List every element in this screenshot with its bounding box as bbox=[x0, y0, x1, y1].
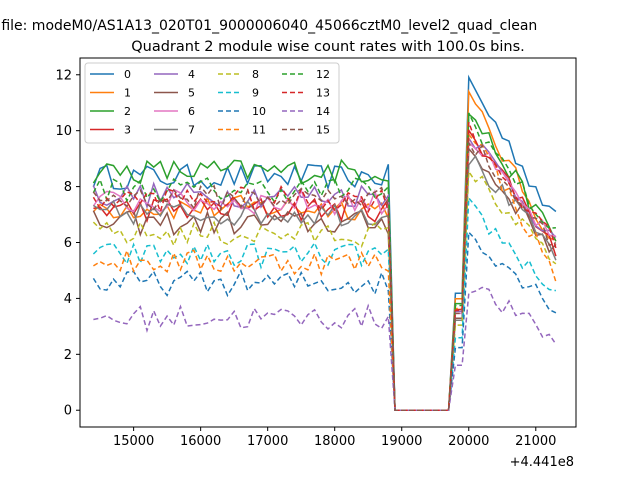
legend-label-14: 14 bbox=[316, 105, 330, 118]
x-tick-label: 18000 bbox=[314, 434, 355, 449]
series-line-13 bbox=[92, 121, 557, 411]
series-line-4 bbox=[92, 135, 557, 411]
y-axis-ticks: 0 2 4 6 8 10 12 bbox=[55, 68, 80, 419]
y-tick-label: 10 bbox=[55, 124, 72, 139]
y-tick-label: 12 bbox=[55, 68, 72, 83]
series-line-12 bbox=[92, 112, 556, 411]
y-tick-label: 8 bbox=[64, 180, 72, 195]
axes-title: Quadrant 2 module wise count rates with … bbox=[131, 39, 525, 55]
legend-label-11: 11 bbox=[252, 124, 266, 137]
legend-label-13: 13 bbox=[316, 87, 330, 100]
legend-label-6: 6 bbox=[188, 105, 195, 118]
legend-label-15: 15 bbox=[316, 124, 330, 137]
x-tick-label: 19000 bbox=[381, 434, 422, 449]
x-tick-label: 21000 bbox=[515, 434, 556, 449]
legend-label-2: 2 bbox=[124, 105, 131, 118]
legend-label-12: 12 bbox=[316, 68, 330, 81]
legend-label-10: 10 bbox=[252, 105, 266, 118]
x-tick-label: 16000 bbox=[180, 434, 221, 449]
x-tick-label: 20000 bbox=[448, 434, 489, 449]
series-line-11 bbox=[93, 131, 557, 411]
y-tick-label: 2 bbox=[64, 348, 72, 363]
series-layer bbox=[92, 74, 557, 411]
y-tick-label: 6 bbox=[64, 236, 72, 251]
legend-label-7: 7 bbox=[188, 124, 195, 137]
series-line-14 bbox=[93, 286, 557, 411]
y-tick-label: 4 bbox=[64, 292, 72, 307]
series-line-9 bbox=[92, 196, 557, 411]
series-line-6 bbox=[92, 141, 557, 411]
x-offset-label: +4.441e8 bbox=[510, 455, 574, 470]
y-tick-label: 0 bbox=[64, 404, 72, 419]
legend-label-0: 0 bbox=[124, 68, 131, 81]
legend-label-8: 8 bbox=[252, 68, 259, 81]
figure-suptitle: n file: modeM0/AS1A13_020T01_9000006040_… bbox=[0, 18, 537, 34]
legend-label-9: 9 bbox=[252, 87, 259, 100]
legend-label-1: 1 bbox=[124, 87, 131, 100]
series-line-2 bbox=[92, 112, 557, 411]
legend-label-3: 3 bbox=[124, 124, 131, 137]
x-tick-label: 15000 bbox=[113, 434, 154, 449]
x-tick-label: 17000 bbox=[247, 434, 288, 449]
legend-frame bbox=[84, 62, 340, 144]
series-line-15 bbox=[92, 140, 557, 411]
x-axis-ticks: 15000 16000 17000 18000 19000 20000 21000 bbox=[113, 427, 556, 449]
series-line-7 bbox=[93, 154, 557, 411]
legend-label-5: 5 bbox=[188, 87, 195, 100]
series-line-10 bbox=[92, 230, 557, 411]
legend-label-4: 4 bbox=[188, 68, 195, 81]
